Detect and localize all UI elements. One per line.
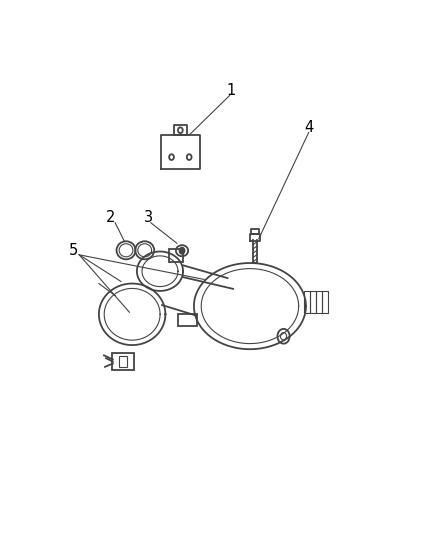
Circle shape bbox=[179, 247, 185, 254]
Text: 3: 3 bbox=[144, 211, 153, 225]
Text: 2: 2 bbox=[106, 211, 116, 225]
Text: 5: 5 bbox=[69, 243, 78, 258]
Text: 1: 1 bbox=[226, 83, 236, 98]
Text: 4: 4 bbox=[305, 120, 314, 135]
